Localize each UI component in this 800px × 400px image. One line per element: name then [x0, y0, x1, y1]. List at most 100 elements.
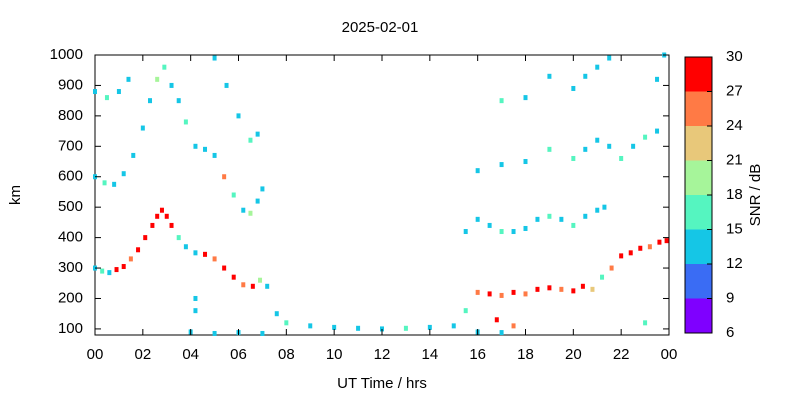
data-point	[164, 213, 169, 219]
data-point	[183, 119, 188, 125]
data-point	[248, 210, 253, 216]
colorbar-tick-label: 12	[726, 255, 743, 272]
data-point	[463, 229, 468, 235]
data-point	[547, 146, 552, 152]
data-point	[236, 113, 241, 119]
x-axis-label: UT Time / hrs	[337, 375, 427, 392]
marks	[93, 52, 669, 336]
data-point	[176, 98, 181, 104]
data-point	[284, 320, 289, 326]
data-point	[523, 291, 528, 297]
data-point	[131, 152, 136, 158]
data-point	[638, 245, 643, 251]
data-point	[260, 186, 265, 192]
data-point	[193, 250, 198, 256]
x-tick-label: 04	[182, 346, 199, 363]
colorbar-tick-label: 30	[726, 48, 743, 65]
data-point	[102, 180, 107, 186]
data-point	[609, 265, 614, 271]
data-point	[231, 274, 236, 280]
data-point	[332, 324, 337, 330]
data-point	[571, 288, 576, 294]
data-point	[212, 55, 217, 61]
colorbar-bin	[685, 160, 712, 195]
data-point	[583, 146, 588, 152]
data-point	[107, 270, 112, 276]
x-tick-label: 20	[565, 346, 582, 363]
data-point	[169, 222, 174, 228]
colorbar-bin	[685, 229, 712, 264]
data-point	[655, 76, 660, 82]
y-tick-label: 900	[58, 76, 83, 93]
y-axis-label: km	[7, 185, 24, 205]
data-point	[475, 289, 480, 295]
data-point	[308, 323, 313, 329]
data-point	[487, 222, 492, 228]
x-tick-label: 10	[326, 346, 343, 363]
data-point	[176, 235, 181, 241]
chart-title: 2025-02-01	[342, 19, 419, 36]
data-point	[248, 137, 253, 143]
data-point	[590, 286, 595, 292]
data-point	[511, 323, 516, 329]
data-point	[602, 204, 607, 210]
data-point	[631, 143, 636, 149]
data-point	[212, 152, 217, 158]
data-point	[523, 95, 528, 101]
data-point	[619, 155, 624, 161]
data-point	[159, 207, 164, 213]
data-point	[121, 171, 126, 177]
data-point	[155, 213, 160, 219]
x-tick-label: 06	[230, 346, 247, 363]
x-tick-label: 02	[134, 346, 151, 363]
colorbar-tick-label: 6	[726, 324, 734, 341]
x-tick-label: 12	[374, 346, 391, 363]
data-point	[169, 82, 174, 88]
data-point	[499, 229, 504, 235]
data-point	[116, 89, 121, 95]
data-point	[451, 323, 456, 329]
y-tick-label: 400	[58, 229, 83, 246]
data-point	[258, 277, 263, 283]
data-point	[499, 330, 504, 336]
data-point	[274, 311, 279, 317]
y-tick-label: 300	[58, 259, 83, 276]
colorbar-tick-label: 15	[726, 220, 743, 237]
data-point	[224, 82, 229, 88]
data-point	[183, 244, 188, 250]
data-point	[100, 268, 105, 274]
plot-frame	[94, 54, 670, 336]
colorbar-label: SNR / dB	[747, 164, 764, 227]
data-point	[203, 146, 208, 152]
data-point	[475, 168, 480, 174]
data-point	[583, 213, 588, 219]
data-point	[427, 324, 432, 330]
data-point	[535, 286, 540, 292]
data-point	[222, 265, 227, 271]
data-point	[148, 98, 153, 104]
data-point	[600, 274, 605, 280]
y-tick-label: 600	[58, 168, 83, 185]
data-point	[647, 244, 652, 250]
x-tick-label: 14	[421, 346, 438, 363]
data-point	[655, 128, 660, 134]
y-tick-label: 800	[58, 107, 83, 124]
colorbar-tick-label: 21	[726, 151, 743, 168]
colorbar-tick-label: 27	[726, 82, 743, 99]
data-point	[499, 292, 504, 298]
data-point	[559, 286, 564, 292]
data-point	[356, 325, 361, 331]
data-point	[547, 73, 552, 79]
data-point	[547, 213, 552, 219]
x-tick-label: 00	[87, 346, 104, 363]
data-point	[511, 229, 516, 235]
data-point	[595, 64, 600, 70]
data-point	[380, 326, 384, 332]
data-point	[255, 198, 260, 204]
data-point	[664, 238, 669, 244]
data-point	[136, 247, 141, 253]
colorbar-bin	[685, 264, 712, 299]
data-point	[595, 207, 600, 213]
data-point	[104, 95, 109, 101]
